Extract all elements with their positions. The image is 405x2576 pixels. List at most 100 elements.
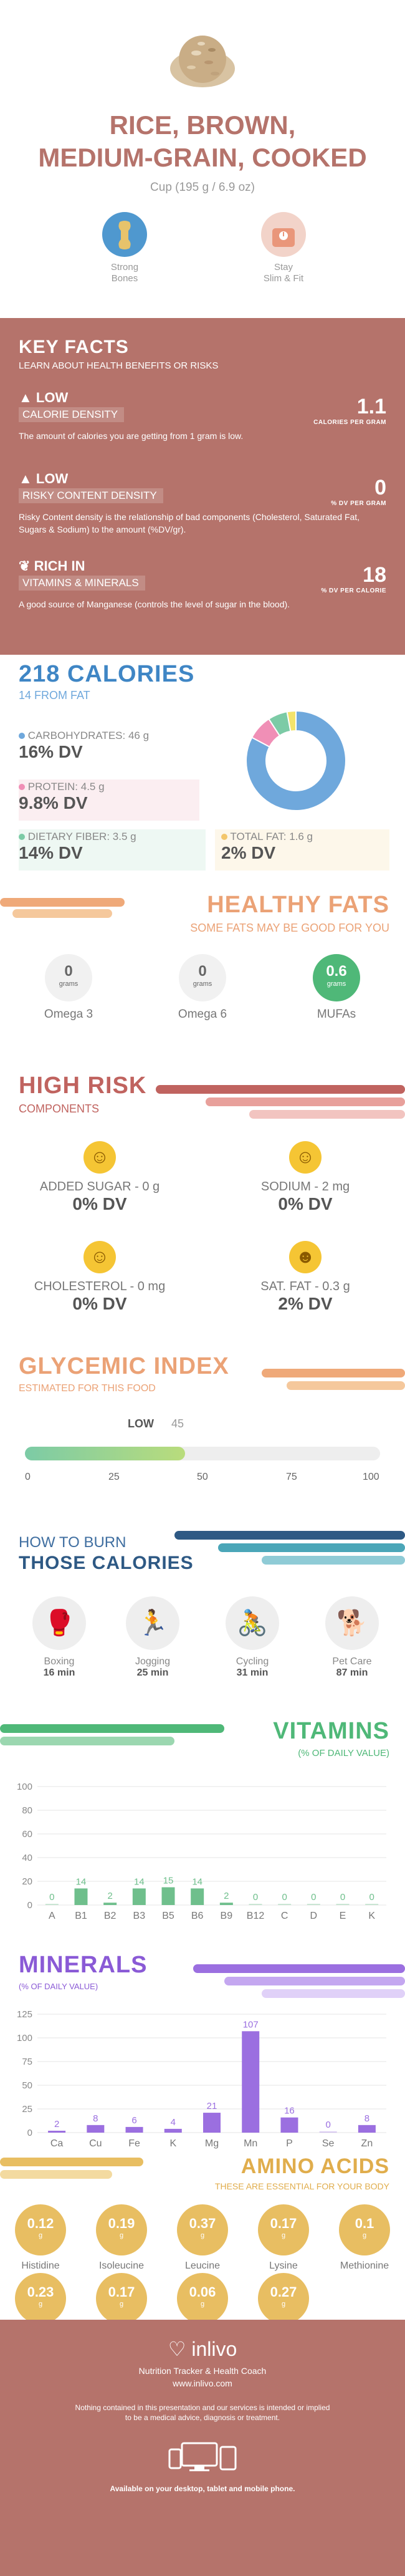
fact-value: 18 <box>363 563 386 587</box>
activity-time: 31 min <box>236 1667 269 1678</box>
mineral-bar <box>358 2125 376 2133</box>
activity-jogging: 🏃 Jogging 25 min <box>112 1596 193 1679</box>
disclaimer-line1: Nothing contained in this presentation a… <box>75 2403 330 2412</box>
fact-name: RISKY CONTENT DENSITY <box>19 488 163 503</box>
vitamin-category-label: A <box>49 1911 55 1921</box>
calorie-donut-chart <box>245 710 346 811</box>
vitamin-value-label: 14 <box>192 1876 202 1887</box>
decor-stripe <box>206 1097 405 1106</box>
dog-walking-icon: 🐕 <box>325 1596 379 1650</box>
benefit-label-line1: Strong <box>110 262 139 273</box>
value-circle: 0.27 g <box>258 2273 309 2324</box>
smiley-icon: ☻ <box>289 1241 322 1273</box>
benefit-strong-bones: Strong Bones <box>75 212 174 284</box>
amino-unit: g <box>38 2232 43 2239</box>
amino-name: Leucine <box>184 2260 221 2271</box>
value-circle: 0.12 g <box>15 2204 66 2255</box>
value-circle: 0.37 g <box>177 2204 228 2255</box>
amino-unit: g <box>119 2232 124 2239</box>
minerals-subtitle: (% OF DAILY VALUE) <box>19 1982 98 1991</box>
mineral-value-label: 21 <box>207 2101 217 2111</box>
mineral-ytick-label: 125 <box>17 2009 32 2020</box>
macro-dv: 2% DV <box>221 843 276 862</box>
amino-unit: g <box>200 2232 205 2239</box>
risk-dv: 0% DV <box>72 1194 127 1213</box>
burn-title-line1: HOW TO BURN <box>19 1534 126 1551</box>
mineral-value-label: 2 <box>54 2119 59 2130</box>
footer-tagline: Nutrition Tracker & Health Coach <box>138 2366 267 2376</box>
vitamin-bar <box>336 1904 350 1905</box>
risk-sodium: ☺ SODIUM - 2 mg 0% DV <box>218 1141 393 1214</box>
vitamin-category-label: K <box>368 1911 375 1921</box>
fact-unit: % DV PER CALORIE <box>321 587 386 594</box>
amino-value: 0.23 <box>27 2284 54 2300</box>
macro-dv: 9.8% DV <box>19 793 88 813</box>
amino-unit: g <box>38 2300 43 2308</box>
bone-icon <box>102 212 147 257</box>
fact-calorie-density: ▲ LOW CALORIE DENSITY 1.1 CALORIES PER G… <box>19 390 386 442</box>
flame-icon: ▲ <box>19 390 32 405</box>
fat-unit: grams <box>326 980 346 988</box>
vitamin-value-label: 2 <box>224 1891 229 1901</box>
mineral-ytick-label: 100 <box>17 2033 32 2043</box>
healthy-fats-title: HEALTHY FATS <box>207 892 389 918</box>
risk-cholesterol: ☺ CHOLESTEROL - 0 mg 0% DV <box>12 1241 187 1314</box>
activity-pet-care: 🐕 Pet Care 87 min <box>312 1596 393 1679</box>
vitamin-bar <box>45 1904 59 1905</box>
legend-dot <box>221 834 227 840</box>
fact-level: LOW <box>36 390 69 405</box>
value-circle: 0.06 g <box>177 2273 228 2324</box>
smiley-icon: ☺ <box>289 1141 322 1174</box>
vitamin-bar <box>161 1887 175 1905</box>
mineral-ytick-label: 75 <box>22 2057 32 2067</box>
vitamin-ytick-label: 100 <box>17 1782 32 1792</box>
vitamin-category-label: E <box>340 1911 346 1921</box>
vitamin-bar <box>249 1904 262 1905</box>
fat-name: Omega 3 <box>44 1008 93 1021</box>
fact-unit: % DV PER GRAM <box>331 500 386 507</box>
amino-unit: g <box>281 2300 286 2308</box>
burn-title-line2: THOSE CALORIES <box>19 1553 194 1573</box>
benefit-label-line2: Slim & Fit <box>263 273 304 284</box>
decor-stripe <box>0 1737 174 1745</box>
amino-item: 0.1 g Methionine <box>324 2204 405 2272</box>
vitamin-category-label: B12 <box>247 1911 265 1921</box>
mineral-ytick-label: 50 <box>22 2080 32 2091</box>
boxing-icon: 🥊 <box>32 1596 86 1650</box>
amino-title: AMINO ACIDS <box>241 2154 389 2178</box>
jogging-icon: 🏃 <box>126 1596 179 1650</box>
value-circle: 0.23 g <box>15 2273 66 2324</box>
vitamin-value-label: 15 <box>163 1876 174 1886</box>
amino-subtitle: THESE ARE ESSENTIAL FOR YOUR BODY <box>214 2181 389 2191</box>
macro-dv: 14% DV <box>19 843 83 862</box>
fact-description: A good source of Manganese (controls the… <box>19 599 290 609</box>
fat-omega3: 0 grams Omega 3 <box>25 954 112 1021</box>
glycemic-tick-50: 50 <box>197 1472 208 1482</box>
vitamin-bar <box>191 1888 204 1905</box>
glycemic-tick-0: 0 <box>25 1472 31 1482</box>
vitamin-ytick-label: 60 <box>22 1829 32 1840</box>
vitamin-ytick-label: 20 <box>22 1876 32 1887</box>
amino-item: 0.19 g Isoleucine <box>81 2204 162 2272</box>
vitamin-category-label: C <box>281 1911 288 1921</box>
fat-omega6: 0 grams Omega 6 <box>159 954 246 1021</box>
glycemic-tick-100: 100 <box>363 1472 379 1482</box>
mineral-bar <box>280 2117 298 2133</box>
fact-name: VITAMINS & MINERALS <box>19 576 145 591</box>
food-title: RICE, BROWN, MEDIUM-GRAIN, COOKED <box>0 109 405 174</box>
footer-url[interactable]: www.inlivo.com <box>173 2378 232 2388</box>
amino-unit: g <box>362 2232 367 2239</box>
fact-description: The amount of calories you are getting f… <box>19 431 244 441</box>
activity-time: 25 min <box>136 1667 169 1678</box>
leaf-icon: ❦ <box>19 558 31 574</box>
glycemic-subtitle: ESTIMATED FOR THIS FOOD <box>19 1383 156 1394</box>
vitamin-value-label: 2 <box>107 1891 112 1901</box>
legend-dot <box>19 784 25 790</box>
vitamins-bar-chart: 0204060801000A14B12B214B315B514B62B90B12… <box>17 1782 386 1921</box>
risk-label: SAT. FAT - 0.3 g <box>260 1280 350 1293</box>
amino-unit: g <box>200 2300 205 2308</box>
value-circle: 0 grams <box>179 954 226 1001</box>
vitamin-category-label: B3 <box>133 1911 146 1921</box>
donut-slice-carbohydrates <box>245 710 346 811</box>
